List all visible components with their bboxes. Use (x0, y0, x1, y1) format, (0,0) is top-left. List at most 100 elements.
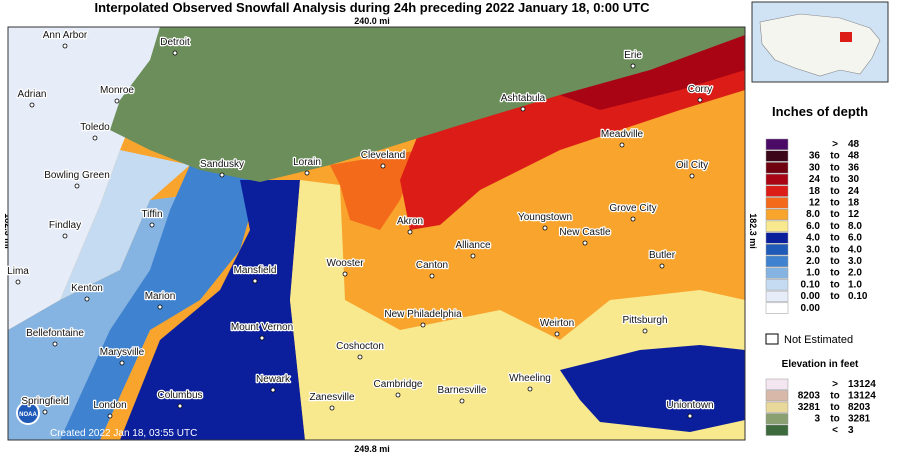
city-label: Marysville (100, 347, 145, 358)
swatch (765, 424, 789, 436)
swatch (765, 390, 789, 402)
city-dot (342, 271, 348, 277)
legend-low: 18 (809, 186, 821, 197)
elevation-title: Elevation in feet (782, 359, 859, 370)
legend-high: 24 (848, 186, 860, 197)
city-dot (459, 398, 465, 404)
city-dot (630, 63, 636, 69)
noaa-logo (16, 401, 40, 425)
city-label: Newark (256, 374, 291, 385)
city-dot (270, 387, 276, 393)
legend-high: 30 (848, 174, 860, 185)
city-label: Kenton (71, 283, 103, 294)
city-label: Springfield (21, 396, 68, 407)
inset-map (751, 1, 889, 83)
inset-land (759, 13, 881, 77)
legend-low: 6.0 (806, 221, 820, 232)
legend-high: 36 (848, 162, 860, 173)
city-dot (407, 229, 413, 235)
city-dot (29, 102, 35, 108)
map-frame (7, 26, 746, 441)
legend-sep: to (830, 414, 839, 425)
city-dot (157, 304, 163, 310)
legend-sep: to (830, 279, 839, 290)
city-label: Coshocton (336, 341, 384, 352)
legend-high: 8.0 (848, 221, 862, 232)
scale-top: 240.0 mi (354, 16, 390, 26)
swatch (765, 208, 789, 221)
city-label: Zanesville (309, 392, 354, 403)
legend-low: 3 (814, 414, 820, 425)
cities: Ann Arbor Detroit Adrian Monroe Toledo Sandus… (6, 29, 715, 419)
city-dot (542, 225, 548, 231)
legend-low: 4.0 (806, 233, 820, 244)
city-label: Marion (145, 291, 176, 302)
legend-high: 13124 (848, 379, 876, 390)
city-label: Grove City (609, 203, 656, 214)
city-dot (252, 278, 258, 284)
city-label: Pittsburgh (622, 315, 667, 326)
city-dot (380, 163, 386, 169)
legend-sep: to (830, 233, 839, 244)
legend-low: 3281 (798, 402, 821, 413)
legend-low: 24 (809, 174, 821, 185)
city-label: Meadville (601, 129, 644, 140)
legend-sep: to (830, 186, 839, 197)
city-label: Cleveland (361, 150, 405, 161)
swatch (765, 185, 789, 197)
city-label: Adrian (18, 89, 47, 100)
legend-low: 0.00 (801, 303, 821, 314)
city-label: Ann Arbor (43, 30, 88, 41)
swatch (765, 401, 789, 413)
city-label: Corry (688, 84, 712, 95)
legend-high: 3 (848, 425, 854, 436)
lake-erie (110, 27, 745, 182)
legend-sep: to (830, 162, 839, 173)
legend-high: 4.0 (848, 244, 862, 255)
city-dot (697, 97, 703, 103)
city-dot (329, 405, 335, 411)
city-label: Cambridge (374, 379, 423, 390)
legend-sep: < (832, 425, 838, 436)
city-label: Toledo (80, 122, 110, 133)
city-dot (554, 331, 560, 337)
city-dot (107, 413, 113, 419)
city-label: New Philadelphia (384, 309, 462, 320)
city-label: Monroe (100, 85, 134, 96)
legend-sep: > (832, 139, 838, 150)
city-label: Mansfield (234, 265, 277, 276)
city-label: Findlay (49, 220, 81, 231)
city-label: Butler (649, 250, 676, 261)
swatch (765, 150, 789, 162)
city-label: Bowling Green (44, 170, 110, 181)
legend-low: 0.00 (801, 291, 821, 302)
legend-low: 36 (809, 151, 821, 162)
city-dot (62, 43, 68, 49)
city-dot (92, 135, 98, 141)
swatch (765, 197, 789, 209)
swatch (765, 302, 789, 314)
legend-high: 13124 (848, 391, 876, 402)
city-label: Ashtabula (501, 93, 546, 104)
legend-sep: to (830, 291, 839, 302)
legend-high: 12 (848, 209, 860, 220)
title: Interpolated Observed Snowfall Analysis … (94, 0, 650, 15)
city-dot (357, 354, 363, 360)
region (330, 150, 420, 230)
swatch (765, 279, 789, 291)
city-label: New Castle (559, 227, 611, 238)
city-label: London (93, 400, 126, 411)
city-label: Uniontown (666, 400, 713, 411)
city-label: Tiffin (141, 209, 162, 220)
city-dot (259, 335, 265, 341)
swatch (765, 378, 789, 390)
swatch (765, 232, 789, 244)
city-dot (304, 170, 310, 176)
city-label: Akron (397, 216, 423, 227)
logo-text: NOAA (19, 412, 37, 418)
city-dot (74, 183, 80, 189)
legend-sep: to (830, 244, 839, 255)
swatch (765, 244, 789, 256)
